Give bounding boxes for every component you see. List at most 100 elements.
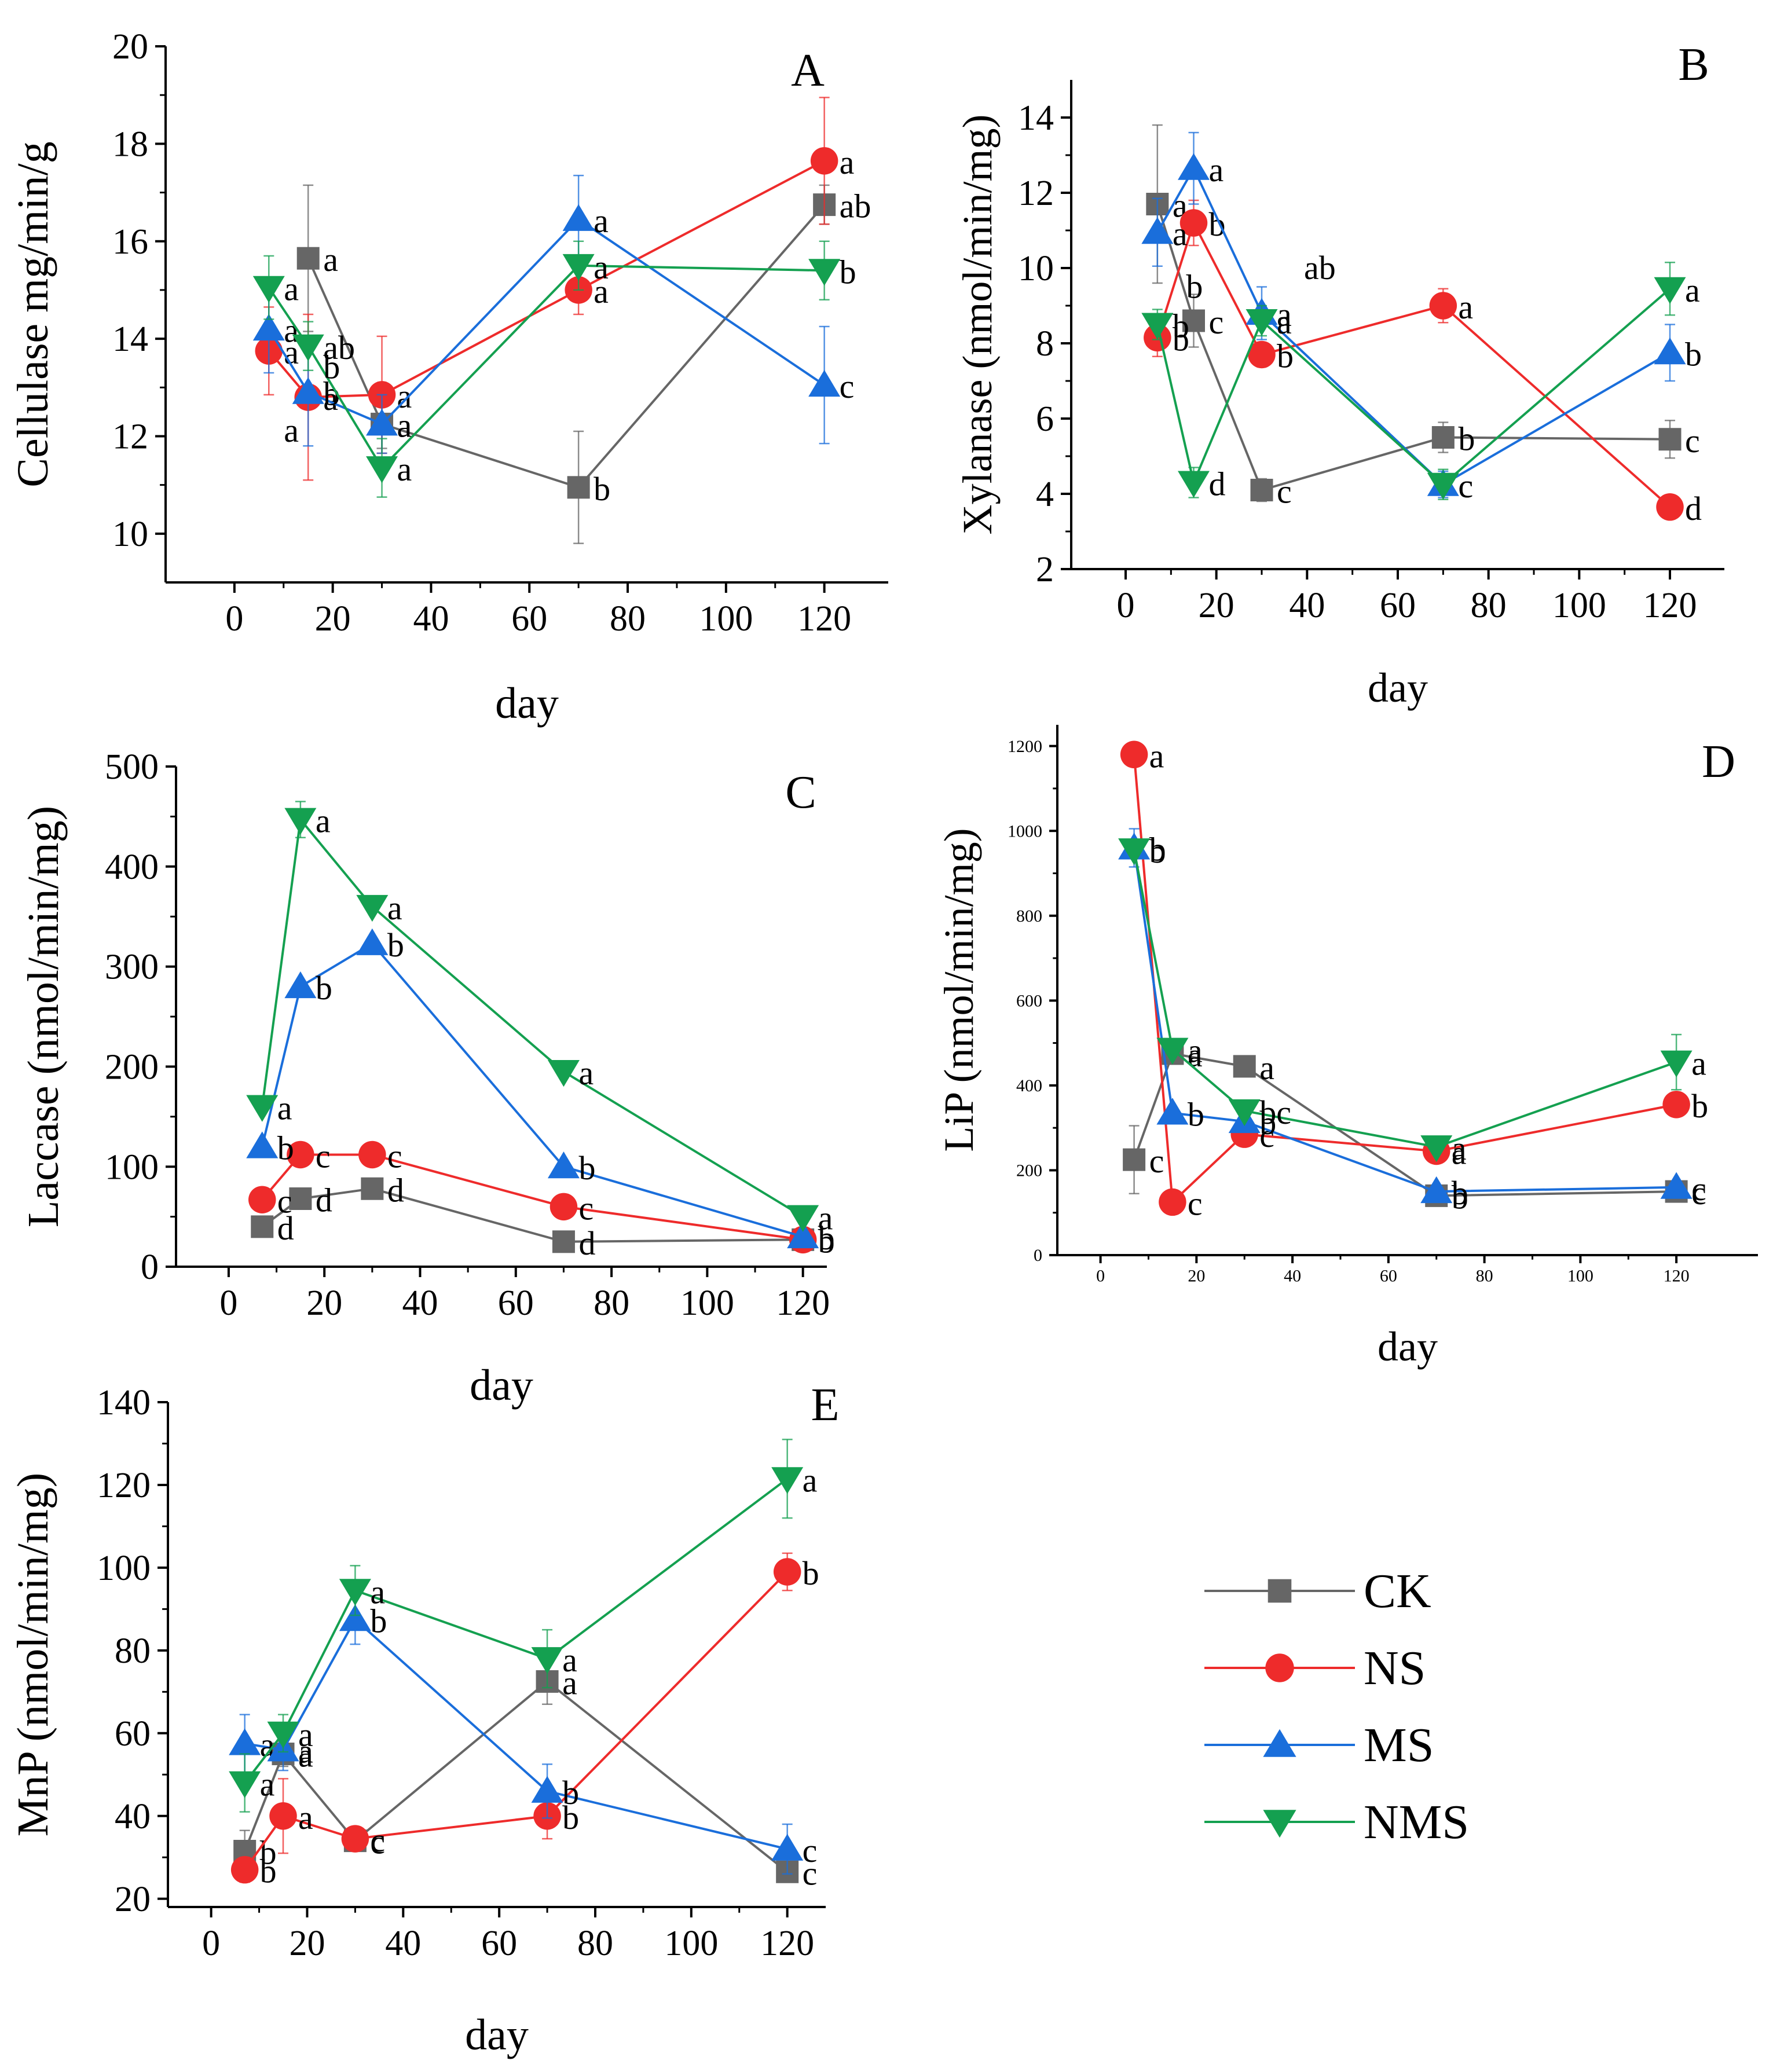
x-tick-label: 120 (1664, 1267, 1690, 1286)
data-point-nms (1427, 472, 1459, 500)
significance-letter: a (370, 1573, 385, 1611)
y-tick-label: 6 (1036, 399, 1054, 439)
data-point-ms (547, 1151, 580, 1179)
data-point-ms (562, 204, 595, 231)
significance-letter: a (818, 1200, 833, 1237)
legend-item-ck: CK (1204, 1564, 1431, 1618)
significance-letter: b (1149, 833, 1166, 870)
data-point-nms (246, 1095, 279, 1122)
data-point-ck (567, 476, 590, 499)
x-tick-label: 80 (1471, 586, 1507, 625)
significance-letter: c (578, 1189, 594, 1227)
x-tick-label: 0 (202, 1924, 220, 1963)
data-point-ns (550, 1193, 578, 1221)
significance-letter: a (578, 1054, 594, 1092)
y-tick-label: 80 (115, 1631, 151, 1671)
data-point-ms (1420, 1176, 1453, 1204)
x-tick-label: 60 (481, 1924, 517, 1963)
x-axis-title: day (465, 2011, 529, 2059)
series-nms: a a a a a (246, 801, 833, 1237)
data-point-nms (1118, 838, 1151, 866)
legend-label: NMS (1364, 1795, 1469, 1849)
data-point-ck (1250, 479, 1273, 501)
significance-letter: a (298, 1716, 313, 1754)
significance-letter: b (1452, 1174, 1468, 1212)
data-point-ms (1156, 1098, 1189, 1125)
data-point-ms (1660, 1172, 1693, 1199)
significance-letter: c (370, 1821, 385, 1859)
y-tick-label: 1000 (1008, 822, 1042, 841)
significance-letter: a (298, 1737, 313, 1774)
legend-label: NS (1364, 1641, 1426, 1695)
data-point-ck (296, 247, 320, 270)
x-tick-label: 0 (1117, 586, 1135, 625)
y-tick-label: 14 (1018, 98, 1054, 138)
legend-item-ns: NS (1204, 1641, 1426, 1695)
significance-letter: bc (1259, 1094, 1291, 1131)
x-tick-label: 20 (306, 1283, 342, 1323)
data-point-nms (229, 1771, 261, 1798)
x-tick-label: 40 (402, 1283, 438, 1323)
data-point-ms (787, 1221, 819, 1249)
x-axis-title: day (1378, 1323, 1438, 1370)
panel-letter: A (791, 45, 825, 96)
significance-letter: a (323, 241, 338, 278)
data-point-nms (1420, 1135, 1453, 1162)
data-point-nms (292, 334, 324, 361)
significance-letter: a (594, 202, 609, 240)
y-tick-label: 200 (1016, 1161, 1042, 1180)
data-point-nms (547, 1060, 580, 1087)
significance-letter: b (562, 1799, 579, 1836)
x-tick-label: 100 (1552, 586, 1606, 625)
significance-letter: b (370, 1602, 387, 1640)
significance-letter: ab (840, 188, 871, 225)
y-tick-label: 200 (105, 1047, 159, 1087)
data-point-ns (1662, 1091, 1690, 1118)
y-tick-label: 20 (112, 27, 148, 67)
data-point-nms (1141, 313, 1174, 340)
data-point-ns (269, 1802, 297, 1830)
data-point-ms (284, 971, 317, 999)
significance-letter: c (1458, 467, 1473, 505)
significance-letter: c (1691, 1170, 1706, 1208)
significance-letter: a (1173, 215, 1188, 252)
y-tick-label: 120 (97, 1466, 151, 1505)
significance-letter: a (1691, 1045, 1706, 1083)
significance-letter: b (840, 253, 856, 291)
significance-letter: a (594, 248, 609, 286)
x-tick-label: 80 (577, 1924, 613, 1963)
y-tick-label: 8 (1036, 324, 1054, 364)
x-tick-label: 60 (498, 1283, 534, 1323)
x-tick-label: 20 (1199, 586, 1234, 625)
panel-letter: B (1678, 39, 1709, 90)
significance-letter: b (578, 1149, 595, 1187)
y-tick-label: 14 (112, 320, 148, 359)
significance-letter: a (298, 1799, 313, 1836)
x-tick-label: 80 (594, 1283, 629, 1323)
significance-letter: c (277, 1182, 292, 1220)
data-point-nms (252, 276, 285, 303)
y-tick-label: 10 (1018, 249, 1054, 288)
significance-letter: b (316, 969, 332, 1007)
data-point-ck (1658, 428, 1682, 451)
data-point-ck (1182, 309, 1205, 332)
legend-marker (1265, 1653, 1294, 1682)
significance-letter: b (1186, 267, 1203, 305)
significance-letter: c (1259, 1117, 1274, 1154)
significance-letter: b (260, 1853, 277, 1890)
significance-letter: a (284, 412, 299, 449)
significance-letter: a (1277, 303, 1292, 341)
y-tick-label: 60 (115, 1714, 151, 1754)
x-tick-label: 100 (664, 1924, 718, 1963)
significance-letter: b (1209, 206, 1226, 243)
significance-letter: ab (1304, 249, 1336, 287)
series-nms: b d a c a (1141, 262, 1700, 505)
significance-letter: a (284, 270, 299, 308)
significance-letter: a (562, 1641, 577, 1679)
significance-letter: a (397, 450, 412, 488)
panel-letter: D (1702, 736, 1735, 787)
significance-letter: b (1452, 1178, 1468, 1216)
